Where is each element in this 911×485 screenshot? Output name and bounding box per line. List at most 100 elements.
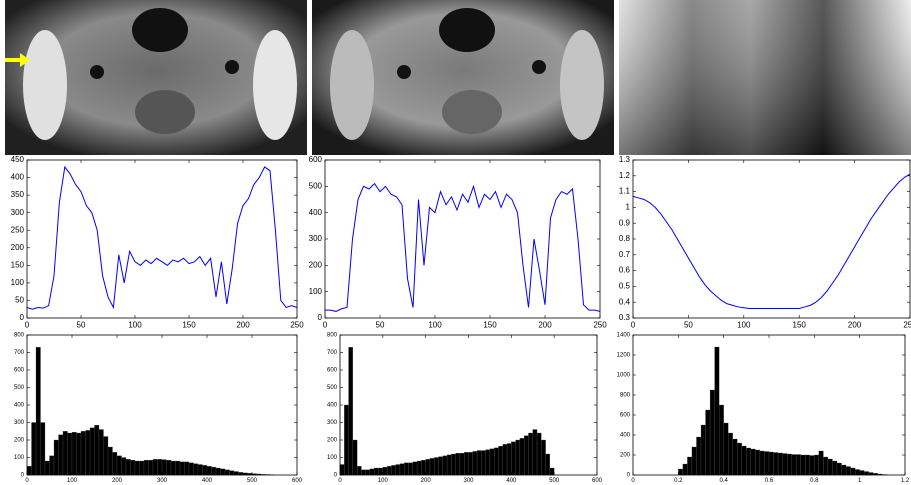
x-tick-label: 100 — [737, 320, 751, 329]
bar — [511, 441, 516, 476]
x-tick-label: 250 — [903, 320, 911, 329]
bar — [854, 469, 860, 476]
bar — [103, 436, 109, 476]
bar — [179, 461, 185, 476]
x-tick-label: 0 — [338, 478, 342, 484]
bar — [229, 470, 235, 476]
bar — [157, 459, 163, 476]
y-tick-label: 300 — [327, 420, 338, 426]
x-tick-label: 400 — [506, 478, 517, 484]
x-tick-label: 100 — [378, 478, 389, 484]
y-tick-label: 150 — [11, 260, 25, 269]
bar — [691, 446, 697, 476]
y-tick-label: 0.3 — [619, 313, 631, 322]
bar — [352, 439, 358, 476]
bar — [728, 432, 733, 476]
x-tick-label: 600 — [292, 478, 303, 484]
x-tick-label: 250 — [593, 320, 607, 329]
bar — [705, 409, 711, 476]
bar — [211, 466, 217, 476]
bar — [378, 467, 383, 476]
bar — [143, 459, 149, 476]
x-tick-label: 0.2 — [674, 478, 683, 484]
bar — [130, 459, 136, 476]
x-tick-label: 50 — [77, 320, 86, 329]
chart: 0 0.2 0.4 0.6 0.8 1 1.2 0 200 400 600 800 1000 1200 14… — [617, 333, 910, 484]
y-tick-label: 400 — [327, 403, 338, 409]
bar — [687, 456, 693, 476]
bar — [197, 464, 203, 476]
bar — [416, 460, 422, 476]
bar — [485, 449, 491, 476]
bar — [40, 422, 46, 476]
x-tick-label: 150 — [793, 320, 807, 329]
x-tick-label: 250 — [290, 320, 304, 329]
bar — [764, 451, 770, 476]
x-tick-label: 1 — [858, 478, 862, 484]
x-tick-label: 200 — [421, 478, 432, 484]
y-tick-label: 400 — [620, 433, 631, 439]
bar — [773, 452, 779, 476]
bar — [80, 431, 86, 476]
y-tick-label: 500 — [14, 385, 25, 391]
bar — [425, 459, 431, 476]
bar — [76, 432, 82, 476]
y-tick-label: 0.9 — [619, 218, 631, 227]
chart: 0 100 200 300 400 500 600 0 100 200 300 400 500 600 70… — [14, 333, 303, 484]
y-tick-label: 0 — [318, 313, 323, 322]
bar — [148, 459, 154, 476]
bar — [823, 456, 829, 476]
bar — [796, 454, 801, 476]
bar — [35, 347, 41, 476]
plot-frame — [632, 159, 911, 319]
y-tick-label: 200 — [11, 243, 25, 252]
bar — [125, 459, 131, 476]
bar — [459, 452, 465, 476]
bar — [139, 460, 145, 476]
bar — [429, 458, 435, 476]
line — [325, 182, 601, 312]
bar — [515, 439, 521, 476]
bias-field-image — [619, 0, 911, 155]
y-tick-label: 100 — [327, 455, 338, 461]
bar — [786, 453, 792, 476]
bar — [476, 450, 482, 476]
bar — [472, 451, 478, 476]
bar — [468, 452, 473, 476]
y-tick-label: 100 — [11, 278, 25, 287]
bar — [404, 462, 409, 476]
bar — [356, 466, 362, 476]
bar — [524, 435, 529, 476]
y-tick-label: 200 — [309, 260, 323, 269]
bar — [170, 460, 176, 476]
y-tick-label: 0.7 — [619, 250, 631, 259]
bar — [58, 434, 64, 476]
y-tick-label: 1200 — [617, 353, 631, 359]
bar — [365, 469, 371, 476]
bar — [89, 427, 95, 476]
y-tick-label: 250 — [11, 225, 25, 234]
chart: 0 100 200 300 400 500 600 0 100 200 300 400 500 600 70… — [327, 333, 603, 484]
x-tick-label: 200 — [538, 320, 552, 329]
bar — [696, 436, 702, 476]
arrow — [5, 53, 30, 67]
bar — [94, 424, 100, 476]
bar — [709, 389, 715, 476]
bar — [412, 461, 418, 476]
x-tick-label: 1.2 — [901, 478, 910, 484]
x-tick-label: 0 — [25, 320, 30, 329]
x-tick-label: 100 — [128, 320, 142, 329]
y-tick-label: 800 — [620, 393, 631, 399]
x-tick-label: 0 — [25, 478, 29, 484]
bar — [421, 459, 426, 476]
bar — [134, 460, 140, 476]
bar — [49, 455, 55, 476]
bar — [732, 438, 738, 476]
y-tick-label: 800 — [327, 333, 338, 339]
line — [26, 165, 298, 310]
bar — [71, 431, 77, 476]
y-tick-label: 500 — [327, 385, 338, 391]
bar — [700, 424, 706, 476]
y-tick-label: 600 — [309, 155, 323, 164]
y-tick-label: 0.4 — [619, 297, 631, 306]
